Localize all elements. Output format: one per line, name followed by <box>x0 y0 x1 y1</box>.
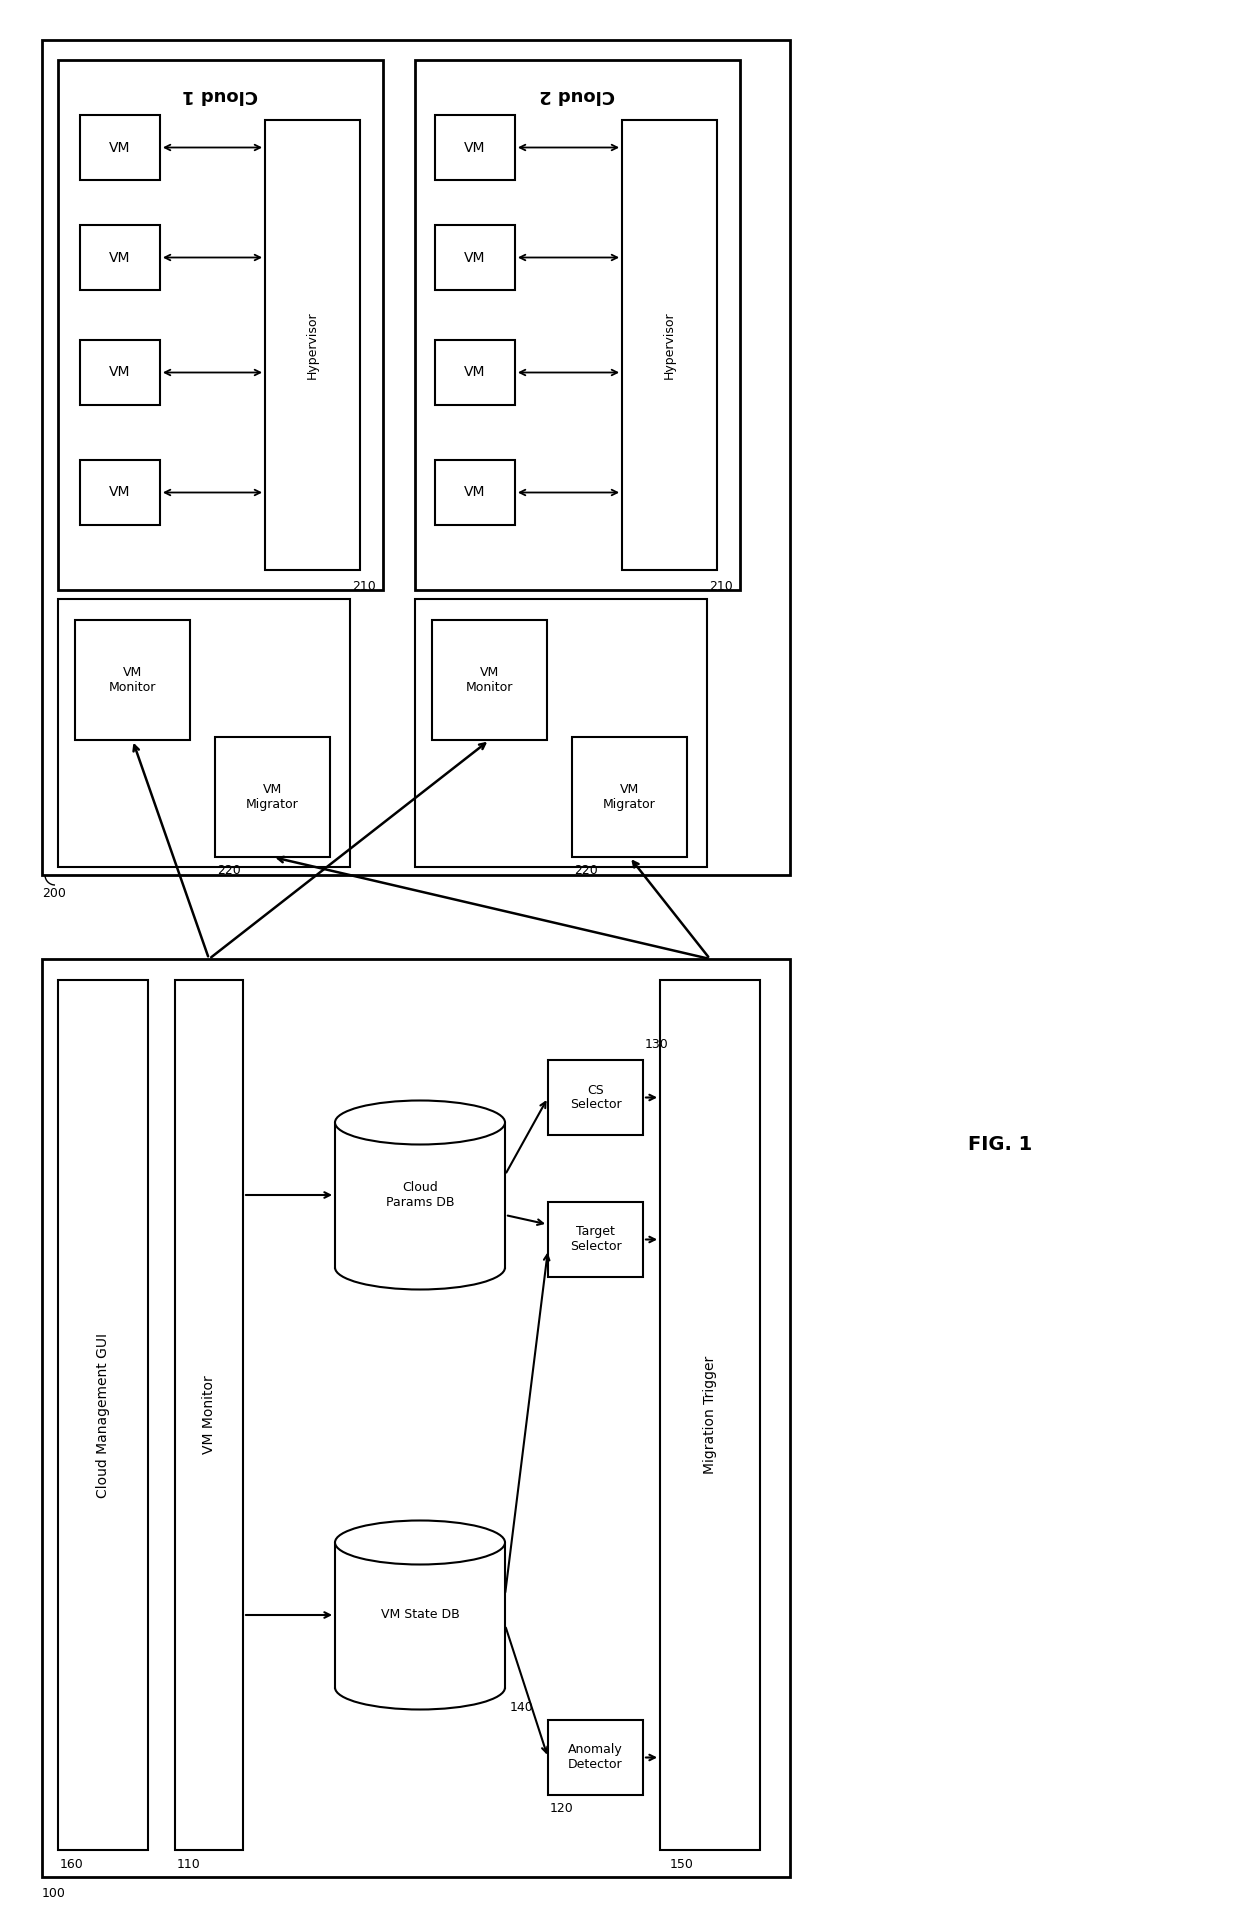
Text: Target
Selector: Target Selector <box>569 1226 621 1253</box>
Text: Hypervisor: Hypervisor <box>306 312 319 379</box>
Bar <box>435 225 515 291</box>
Text: VM
Migrator: VM Migrator <box>246 783 299 810</box>
Text: 120: 120 <box>551 1802 574 1815</box>
Text: VM Monitor: VM Monitor <box>202 1376 216 1455</box>
Ellipse shape <box>335 1521 505 1565</box>
Text: Cloud 1: Cloud 1 <box>182 87 258 104</box>
Text: CS
Selector: CS Selector <box>569 1084 621 1111</box>
Ellipse shape <box>335 1101 505 1145</box>
Bar <box>81 116 160 181</box>
Bar <box>435 116 515 181</box>
Bar <box>435 460 515 526</box>
Text: VM: VM <box>109 366 130 379</box>
Text: 150: 150 <box>670 1858 694 1871</box>
Bar <box>335 1542 505 1688</box>
Text: VM: VM <box>109 141 130 154</box>
Bar <box>415 599 707 866</box>
Bar <box>335 1122 505 1267</box>
Bar <box>215 737 330 857</box>
Text: 220: 220 <box>574 864 598 878</box>
Text: VM
Monitor: VM Monitor <box>109 666 156 695</box>
Bar <box>58 599 350 866</box>
Text: 220: 220 <box>217 864 241 878</box>
Text: 140: 140 <box>510 1702 533 1713</box>
Bar <box>548 1201 644 1276</box>
Text: 130: 130 <box>645 1038 668 1051</box>
Text: Hypervisor: Hypervisor <box>663 312 676 379</box>
Bar <box>435 341 515 404</box>
Text: VM: VM <box>109 485 130 499</box>
Bar <box>81 460 160 526</box>
Text: 160: 160 <box>60 1858 84 1871</box>
Text: VM: VM <box>464 366 486 379</box>
Text: VM: VM <box>464 485 486 499</box>
Bar <box>175 980 243 1850</box>
Text: VM
Monitor: VM Monitor <box>466 666 513 695</box>
Bar <box>265 119 360 570</box>
Bar <box>42 959 790 1877</box>
Text: VM: VM <box>109 250 130 264</box>
Text: VM State DB: VM State DB <box>381 1609 459 1621</box>
Bar <box>58 60 383 589</box>
Bar <box>548 1721 644 1794</box>
Bar <box>622 119 717 570</box>
Text: VM
Migrator: VM Migrator <box>603 783 656 810</box>
Text: 110: 110 <box>177 1858 201 1871</box>
Bar <box>548 1061 644 1136</box>
Bar <box>42 40 790 876</box>
Text: FIG. 1: FIG. 1 <box>968 1136 1032 1155</box>
Bar <box>415 60 740 589</box>
Text: Anomaly
Detector: Anomaly Detector <box>568 1744 622 1771</box>
Text: 200: 200 <box>42 887 66 901</box>
Text: VM: VM <box>464 141 486 154</box>
Text: Cloud
Params DB: Cloud Params DB <box>386 1182 454 1209</box>
Text: VM: VM <box>464 250 486 264</box>
Bar <box>660 980 760 1850</box>
Bar <box>572 737 687 857</box>
Text: Migration Trigger: Migration Trigger <box>703 1355 717 1475</box>
Text: Cloud 2: Cloud 2 <box>539 87 615 104</box>
Text: 210: 210 <box>352 581 376 593</box>
Bar <box>74 620 190 739</box>
Bar <box>81 225 160 291</box>
Bar <box>58 980 148 1850</box>
Text: 210: 210 <box>709 581 733 593</box>
Bar <box>81 341 160 404</box>
Text: Cloud Management GUI: Cloud Management GUI <box>95 1332 110 1498</box>
Bar <box>432 620 547 739</box>
Text: 100: 100 <box>42 1886 66 1900</box>
